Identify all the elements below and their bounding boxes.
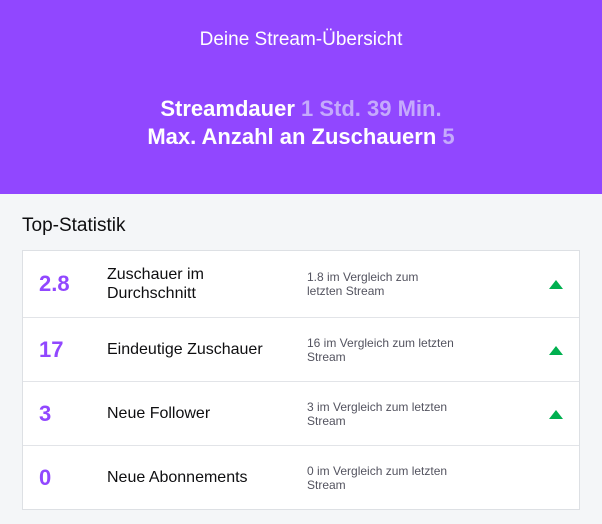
stat-comparison: 3 im Vergleich zum letzten Stream [307,399,448,428]
stat-label: Neue Abonnements [107,469,248,486]
up-arrow-icon [549,345,563,355]
stat-value: 17 [39,336,64,362]
top-stats-section: Top-Statistik 2.8 Zuschauer im Durchschn… [0,194,602,524]
summary-subtitle: Deine Stream-Übersicht [199,29,403,50]
max-viewers-label: Max. Anzahl an Zuschauern [147,124,437,149]
stream-duration-label: Streamdauer [160,96,295,121]
stat-label: Eindeutige Zuschauer [107,341,263,358]
stat-label: Neue Follower [107,405,211,422]
up-arrow-icon [549,409,563,419]
stat-row-average-viewers: 2.8 Zuschauer im Durchschnitt 1.8 im Ver… [23,251,579,318]
stat-row-new-followers: 3 Neue Follower 3 im Vergleich zum letzt… [23,382,579,446]
stat-comparison: 0 im Vergleich zum letzten Stream [307,463,448,492]
stream-duration-line: Streamdauer 1 Std. 39 Min. [0,95,602,123]
stream-duration-value: 1 Std. 39 Min. [301,96,442,121]
max-viewers-value: 5 [442,124,455,149]
up-arrow-icon [549,280,563,289]
stat-value: 3 [39,400,52,426]
max-viewers-line: Max. Anzahl an Zuschauern 5 [0,123,602,151]
stat-label: Zuschauer im Durchschnitt [107,266,204,302]
stat-row-unique-viewers: 17 Eindeutige Zuschauer 16 im Vergleich … [23,318,579,382]
stat-comparison: 16 im Vergleich zum letzten Stream [307,335,454,364]
stat-value: 2.8 [39,271,70,296]
stat-row-new-subscriptions: 0 Neue Abonnements 0 im Vergleich zum le… [23,446,579,509]
summary-header: Deine Stream-Übersicht Streamdauer 1 Std… [0,0,602,194]
stat-value: 0 [39,464,52,490]
summary-headline: Streamdauer 1 Std. 39 Min. Max. Anzahl a… [0,95,602,151]
stat-comparison: 1.8 im Vergleich zum letzten Stream [307,270,419,298]
top-stats-title: Top-Statistik [22,215,126,236]
stats-table: 2.8 Zuschauer im Durchschnitt 1.8 im Ver… [22,250,580,510]
